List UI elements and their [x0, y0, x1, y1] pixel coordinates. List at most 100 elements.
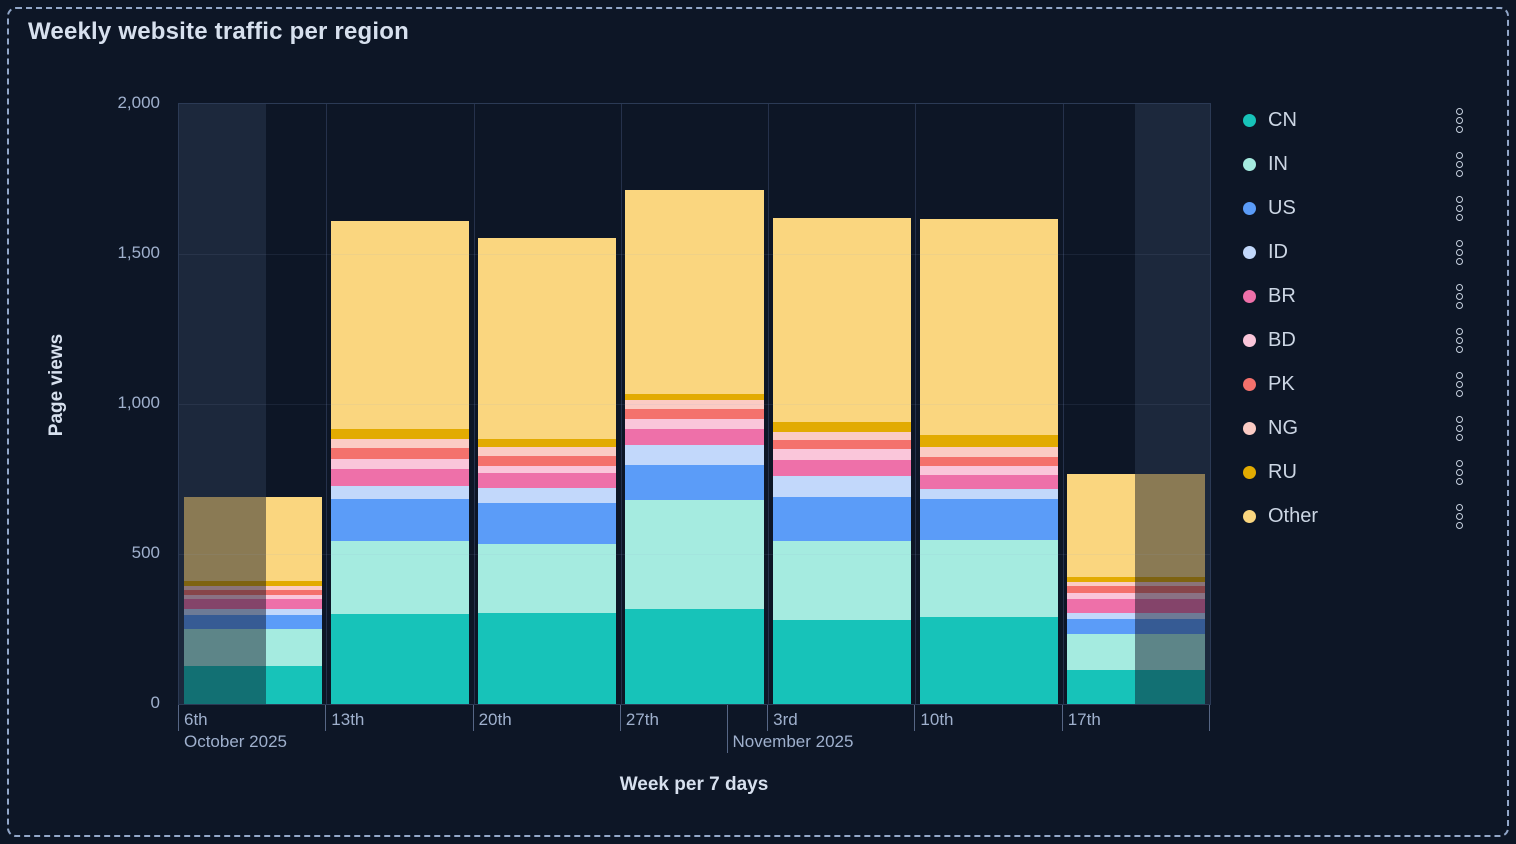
- bar-segment-bd[interactable]: [1067, 592, 1206, 600]
- drag-handle-icon[interactable]: [1456, 107, 1467, 133]
- drag-handle-dot: [1456, 107, 1463, 115]
- bar-segment-ng[interactable]: [919, 446, 1059, 457]
- legend-item-br[interactable]: BR: [1243, 274, 1467, 318]
- bar-segment-other[interactable]: [1067, 474, 1206, 577]
- bar-segment-cn[interactable]: [183, 665, 322, 704]
- bar-segment-ng[interactable]: [330, 438, 470, 449]
- drag-handle-icon[interactable]: [1456, 327, 1467, 353]
- bar-segment-br[interactable]: [1067, 599, 1206, 613]
- bar-segment-cn[interactable]: [330, 614, 470, 704]
- bar-segment-id[interactable]: [919, 488, 1059, 500]
- bar-segment-ru[interactable]: [625, 393, 764, 401]
- legend-item-pk[interactable]: PK: [1243, 362, 1467, 406]
- bar-week-10th[interactable]: [919, 218, 1059, 704]
- bar-segment-other[interactable]: [330, 221, 470, 429]
- bar-segment-us[interactable]: [919, 499, 1059, 540]
- bar-segment-bd[interactable]: [772, 449, 911, 461]
- bar-segment-br[interactable]: [919, 474, 1059, 489]
- bar-segment-other[interactable]: [772, 218, 911, 422]
- bar-segment-cn[interactable]: [772, 620, 911, 704]
- bar-segment-cn[interactable]: [478, 612, 617, 704]
- bar-segment-cn[interactable]: [1067, 669, 1206, 704]
- bar-segment-us[interactable]: [625, 464, 764, 501]
- bar-segment-id[interactable]: [625, 445, 764, 465]
- bar-segment-ng[interactable]: [478, 446, 617, 457]
- drag-handle-icon[interactable]: [1456, 239, 1467, 265]
- bar-segment-pk[interactable]: [1067, 586, 1206, 593]
- bar-segment-us[interactable]: [1067, 618, 1206, 634]
- bar-segment-us[interactable]: [183, 615, 322, 630]
- bar-segment-bd[interactable]: [183, 595, 322, 600]
- bar-segment-us[interactable]: [478, 503, 617, 544]
- bar-segment-in[interactable]: [478, 543, 617, 613]
- legend-item-cn[interactable]: CN: [1243, 98, 1467, 142]
- drag-handle-icon[interactable]: [1456, 283, 1467, 309]
- bar-segment-ng[interactable]: [1067, 582, 1206, 587]
- bar-segment-bd[interactable]: [625, 419, 764, 430]
- drag-handle-icon[interactable]: [1456, 371, 1467, 397]
- bar-week-27th[interactable]: [625, 189, 764, 704]
- bar-segment-id[interactable]: [183, 608, 322, 616]
- bar-segment-br[interactable]: [625, 429, 764, 446]
- x-axis-tick: [325, 705, 327, 731]
- legend-item-ng[interactable]: NG: [1243, 406, 1467, 450]
- bar-segment-in[interactable]: [330, 540, 470, 614]
- bar-segment-other[interactable]: [625, 189, 764, 394]
- bar-segment-cn[interactable]: [625, 609, 764, 704]
- drag-handle-icon[interactable]: [1456, 151, 1467, 177]
- bar-segment-bd[interactable]: [478, 466, 617, 473]
- bar-segment-ru[interactable]: [183, 581, 322, 587]
- bar-segment-us[interactable]: [772, 497, 911, 541]
- x-axis-tick: [472, 705, 474, 731]
- bar-segment-ru[interactable]: [1067, 576, 1206, 583]
- bar-segment-id[interactable]: [1067, 612, 1206, 619]
- bar-segment-br[interactable]: [772, 460, 911, 477]
- bar-segment-ru[interactable]: [772, 421, 911, 432]
- bar-segment-br[interactable]: [330, 469, 470, 487]
- bar-segment-id[interactable]: [772, 476, 911, 498]
- bar-segment-pk[interactable]: [183, 590, 322, 596]
- bar-segment-bd[interactable]: [919, 465, 1059, 475]
- bar-segment-pk[interactable]: [330, 448, 470, 460]
- bar-segment-pk[interactable]: [919, 456, 1059, 466]
- bar-segment-other[interactable]: [183, 497, 322, 582]
- bar-segment-other[interactable]: [478, 238, 617, 439]
- bar-segment-ru[interactable]: [478, 438, 617, 447]
- bar-segment-ru[interactable]: [919, 434, 1059, 447]
- bar-segment-id[interactable]: [478, 488, 617, 503]
- bar-segment-cn[interactable]: [919, 616, 1059, 704]
- drag-handle-icon[interactable]: [1456, 195, 1467, 221]
- bar-segment-in[interactable]: [625, 500, 764, 610]
- bar-week-3rd[interactable]: [772, 218, 911, 704]
- legend-item-other[interactable]: Other: [1243, 494, 1467, 538]
- bar-segment-id[interactable]: [330, 486, 470, 500]
- bar-segment-ng[interactable]: [183, 586, 322, 591]
- bar-segment-br[interactable]: [183, 599, 322, 609]
- bar-segment-pk[interactable]: [625, 409, 764, 420]
- bar-week-20th[interactable]: [478, 238, 617, 704]
- legend-item-ru[interactable]: RU: [1243, 450, 1467, 494]
- bar-segment-pk[interactable]: [772, 440, 911, 450]
- bar-segment-ru[interactable]: [330, 428, 470, 439]
- bar-segment-us[interactable]: [330, 499, 470, 541]
- bar-week-17th[interactable]: [1067, 474, 1206, 704]
- bar-segment-in[interactable]: [1067, 633, 1206, 670]
- bar-segment-other[interactable]: [919, 218, 1059, 435]
- bar-segment-in[interactable]: [919, 539, 1059, 617]
- legend-item-us[interactable]: US: [1243, 186, 1467, 230]
- drag-handle-icon[interactable]: [1456, 415, 1467, 441]
- bar-week-13th[interactable]: [330, 221, 470, 704]
- legend-item-id[interactable]: ID: [1243, 230, 1467, 274]
- bar-segment-bd[interactable]: [330, 459, 470, 470]
- bar-segment-in[interactable]: [772, 540, 911, 621]
- drag-handle-icon[interactable]: [1456, 503, 1467, 529]
- drag-handle-icon[interactable]: [1456, 459, 1467, 485]
- bar-segment-br[interactable]: [478, 472, 617, 489]
- legend-item-bd[interactable]: BD: [1243, 318, 1467, 362]
- bar-segment-ng[interactable]: [625, 400, 764, 410]
- bar-week-6th[interactable]: [183, 497, 322, 704]
- bar-segment-ng[interactable]: [772, 431, 911, 441]
- bar-segment-in[interactable]: [183, 629, 322, 666]
- bar-segment-pk[interactable]: [478, 456, 617, 467]
- legend-item-in[interactable]: IN: [1243, 142, 1467, 186]
